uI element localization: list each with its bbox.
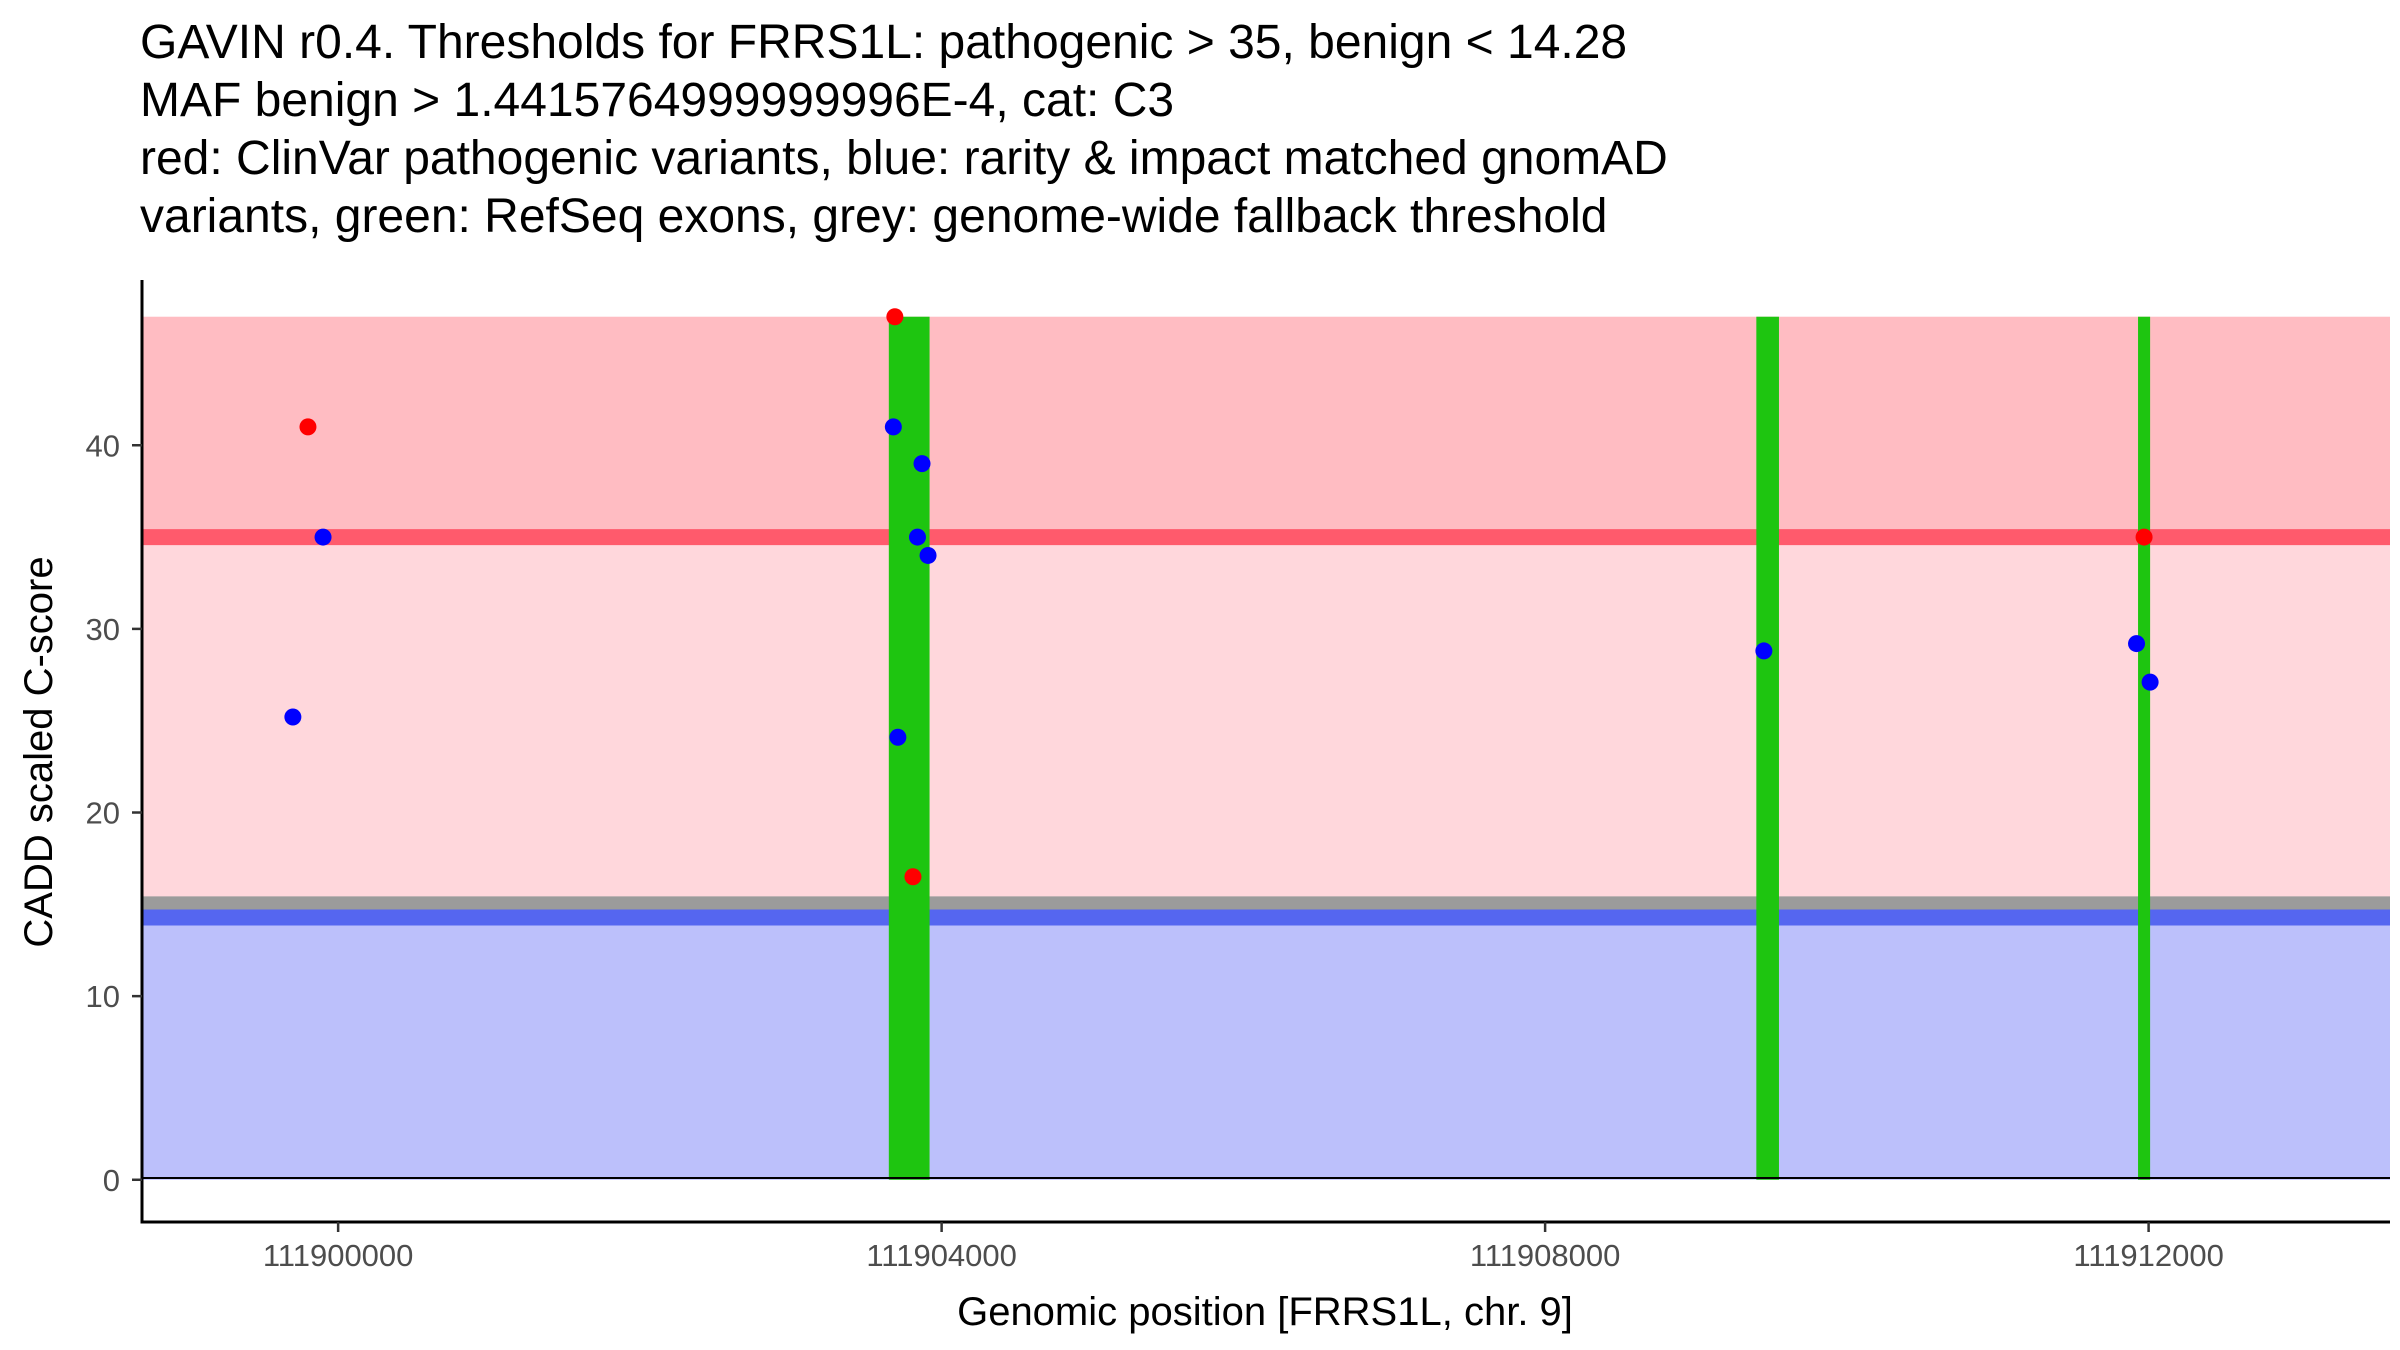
clinvar-pathogenic-point bbox=[886, 308, 904, 326]
gnomad-variant-point bbox=[1755, 642, 1773, 660]
y-tick-label: 30 bbox=[86, 612, 120, 647]
gnomad-variant-point bbox=[2141, 673, 2159, 691]
exon-bar bbox=[1756, 316, 1779, 1180]
x-tick-label: 111912000 bbox=[2073, 1238, 2224, 1273]
pathogenic-zone bbox=[142, 316, 2390, 538]
y-tick-label: 10 bbox=[86, 979, 120, 1014]
clinvar-pathogenic-point bbox=[299, 418, 317, 436]
x-tick-label: 111908000 bbox=[1470, 1238, 1621, 1273]
title-line-4: variants, green: RefSeq exons, grey: gen… bbox=[140, 190, 1608, 243]
x-tick-layer: 111900000 111904000 111908000 111912000 bbox=[263, 1222, 2224, 1273]
title-line-2: MAF benign > 1.4415764999999996E-4, cat:… bbox=[140, 74, 1175, 127]
gnomad-variant-point bbox=[889, 728, 907, 746]
variant-points-layer bbox=[284, 308, 2159, 886]
chart-title: GAVIN r0.4. Thresholds for FRRS1L: patho… bbox=[140, 14, 1668, 246]
clinvar-pathogenic-point bbox=[2135, 528, 2153, 546]
y-tick-label: 20 bbox=[86, 796, 120, 831]
y-tick-label: 0 bbox=[103, 1163, 120, 1198]
gnomad-variant-point bbox=[908, 528, 926, 546]
exon-bar bbox=[2138, 316, 2151, 1180]
threshold-layer bbox=[142, 529, 2390, 926]
gnomad-variant-point bbox=[284, 708, 302, 726]
x-axis-label: Genomic position [FRRS1L, chr. 9] bbox=[957, 1290, 1573, 1334]
zone-layer bbox=[142, 316, 2390, 1180]
x-tick-label: 111900000 bbox=[263, 1238, 414, 1273]
y-tick-label: 40 bbox=[86, 428, 120, 463]
gnomad-variant-point bbox=[314, 528, 332, 546]
gnomad-variant-point bbox=[884, 418, 902, 436]
x-tick-label: 111904000 bbox=[866, 1238, 1017, 1273]
title-line-3: red: ClinVar pathogenic variants, blue: … bbox=[140, 132, 1668, 185]
y-tick-layer: 0 10 20 30 40 bbox=[86, 428, 142, 1198]
y-axis-label: CADD scaled C-score bbox=[17, 556, 61, 947]
gnomad-variant-point bbox=[2128, 635, 2146, 653]
exon-bar bbox=[888, 316, 930, 1180]
benign-zone bbox=[142, 917, 2390, 1180]
clinvar-pathogenic-point bbox=[904, 868, 922, 886]
title-line-1: GAVIN r0.4. Thresholds for FRRS1L: patho… bbox=[140, 16, 1628, 69]
gnomad-variant-point bbox=[919, 546, 937, 564]
gnomad-variant-point bbox=[913, 455, 931, 473]
intermediate-zone bbox=[142, 537, 2390, 918]
